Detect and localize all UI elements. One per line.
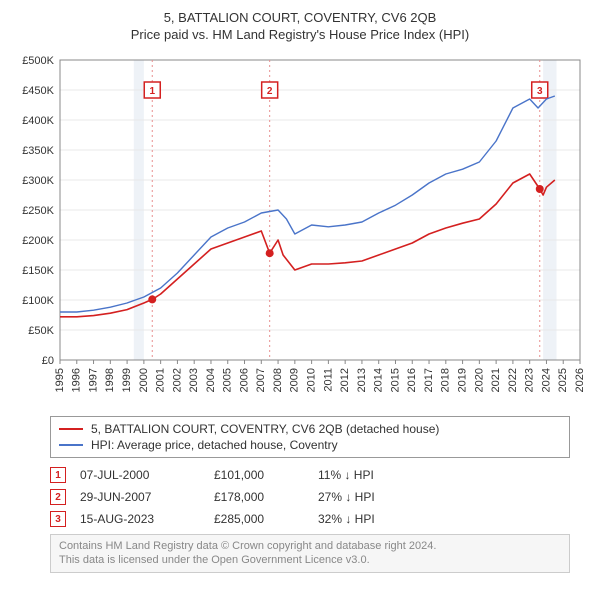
svg-text:2025: 2025 — [557, 368, 569, 392]
svg-text:£50K: £50K — [28, 325, 54, 337]
transaction-diff: 11% ↓ HPI — [318, 468, 438, 482]
svg-text:2017: 2017 — [423, 368, 435, 392]
svg-text:£350K: £350K — [22, 145, 54, 157]
legend-item: HPI: Average price, detached house, Cove… — [59, 437, 561, 453]
svg-text:2019: 2019 — [456, 368, 468, 392]
transaction-marker: 2 — [50, 489, 66, 505]
legend-label: HPI: Average price, detached house, Cove… — [91, 438, 338, 452]
svg-text:2013: 2013 — [356, 368, 368, 392]
transaction-price: £285,000 — [214, 512, 304, 526]
svg-text:2016: 2016 — [406, 368, 418, 392]
transaction-price: £101,000 — [214, 468, 304, 482]
svg-text:2006: 2006 — [238, 368, 250, 392]
transaction-price: £178,000 — [214, 490, 304, 504]
svg-text:2011: 2011 — [322, 368, 334, 392]
svg-text:£0: £0 — [42, 355, 54, 367]
svg-text:£150K: £150K — [22, 265, 54, 277]
svg-text:1998: 1998 — [104, 368, 116, 392]
svg-text:£500K: £500K — [22, 55, 54, 67]
transactions-table: 1 07-JUL-2000 £101,000 11% ↓ HPI 2 29-JUN-200… — [50, 464, 570, 530]
svg-text:2022: 2022 — [507, 368, 519, 392]
svg-text:£100K: £100K — [22, 295, 54, 307]
svg-text:£250K: £250K — [22, 205, 54, 217]
svg-text:£300K: £300K — [22, 175, 54, 187]
svg-text:2010: 2010 — [306, 368, 318, 392]
svg-text:1996: 1996 — [71, 368, 83, 392]
legend-box: 5, BATTALION COURT, COVENTRY, CV6 2QB (d… — [50, 416, 570, 458]
svg-text:2005: 2005 — [222, 368, 234, 392]
svg-text:2014: 2014 — [373, 368, 385, 392]
transaction-row: 3 15-AUG-2023 £285,000 32% ↓ HPI — [50, 508, 570, 530]
transaction-marker: 3 — [50, 511, 66, 527]
svg-text:2002: 2002 — [171, 368, 183, 392]
svg-text:1: 1 — [149, 86, 155, 97]
footer-attribution: Contains HM Land Registry data © Crown c… — [50, 534, 570, 573]
svg-text:2008: 2008 — [272, 368, 284, 392]
svg-text:2007: 2007 — [255, 368, 267, 392]
transaction-marker: 1 — [50, 467, 66, 483]
transaction-row: 2 29-JUN-2007 £178,000 27% ↓ HPI — [50, 486, 570, 508]
svg-text:2012: 2012 — [339, 368, 351, 392]
svg-text:1997: 1997 — [87, 368, 99, 392]
svg-text:2009: 2009 — [289, 368, 301, 392]
svg-text:1995: 1995 — [54, 368, 66, 392]
legend-swatch — [59, 428, 83, 430]
page-subtitle: Price paid vs. HM Land Registry's House … — [10, 27, 590, 42]
svg-text:3: 3 — [537, 86, 543, 97]
svg-text:2024: 2024 — [540, 368, 552, 392]
svg-text:£400K: £400K — [22, 115, 54, 127]
svg-text:2026: 2026 — [574, 368, 586, 392]
svg-text:£450K: £450K — [22, 85, 54, 97]
svg-text:2023: 2023 — [524, 368, 536, 392]
page-title: 5, BATTALION COURT, COVENTRY, CV6 2QB — [10, 10, 590, 25]
svg-text:2020: 2020 — [473, 368, 485, 392]
svg-text:2004: 2004 — [205, 368, 217, 392]
svg-text:2003: 2003 — [188, 368, 200, 392]
legend-item: 5, BATTALION COURT, COVENTRY, CV6 2QB (d… — [59, 421, 561, 437]
svg-text:2018: 2018 — [440, 368, 452, 392]
transaction-date: 07-JUL-2000 — [80, 468, 200, 482]
transaction-row: 1 07-JUL-2000 £101,000 11% ↓ HPI — [50, 464, 570, 486]
legend-swatch — [59, 444, 83, 446]
transaction-diff: 32% ↓ HPI — [318, 512, 438, 526]
svg-text:2021: 2021 — [490, 368, 502, 392]
price-chart: £0 £50K £100K £150K £200K £250K £300K £350K £400… — [10, 50, 590, 410]
legend-label: 5, BATTALION COURT, COVENTRY, CV6 2QB (d… — [91, 422, 439, 436]
svg-text:£200K: £200K — [22, 235, 54, 247]
svg-text:2015: 2015 — [389, 368, 401, 392]
svg-text:1999: 1999 — [121, 368, 133, 392]
svg-text:2000: 2000 — [138, 368, 150, 392]
transaction-date: 29-JUN-2007 — [80, 490, 200, 504]
transaction-date: 15-AUG-2023 — [80, 512, 200, 526]
svg-text:2: 2 — [267, 86, 273, 97]
svg-text:2001: 2001 — [155, 368, 167, 392]
transaction-diff: 27% ↓ HPI — [318, 490, 438, 504]
footer-line-2: This data is licensed under the Open Gov… — [59, 553, 561, 567]
footer-line-1: Contains HM Land Registry data © Crown c… — [59, 539, 561, 553]
